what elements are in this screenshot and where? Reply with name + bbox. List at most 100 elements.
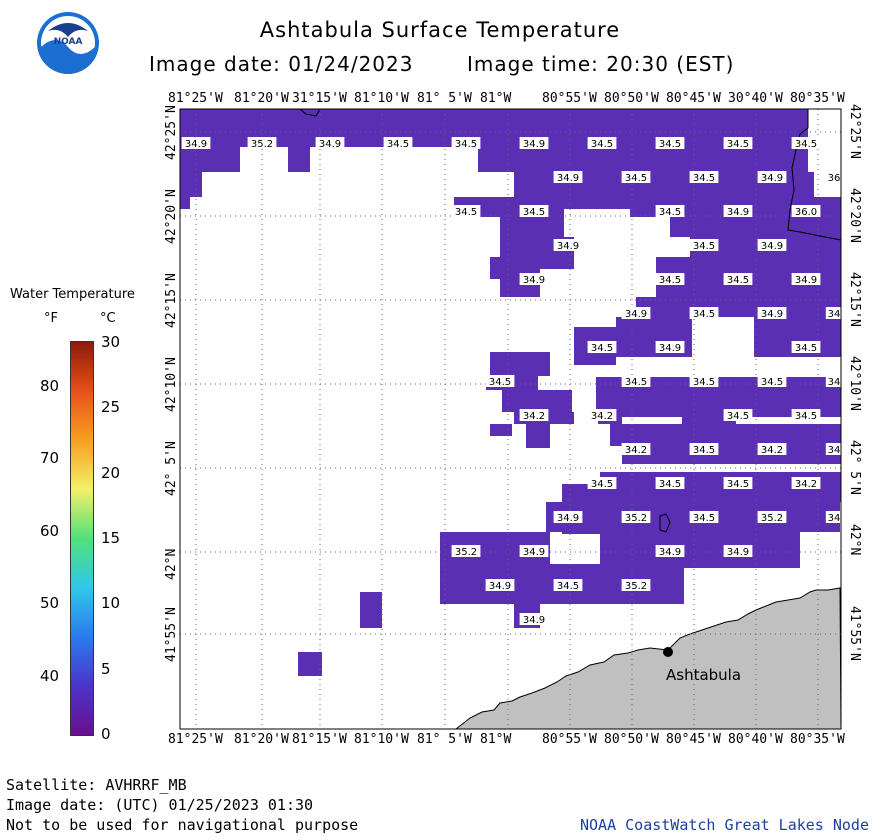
- temperature-label-bg: [791, 477, 821, 489]
- latitude-label: 42° 5'N: [847, 440, 862, 495]
- temperature-label-bg: [723, 409, 753, 421]
- longitude-label: 81°10'W: [354, 91, 409, 106]
- shoreline-north: [299, 108, 321, 117]
- water-cell: [288, 147, 310, 172]
- longitude-label: 30°40'W: [728, 91, 783, 106]
- temperature-label-bg: [655, 477, 685, 489]
- temperature-label: 34.5: [727, 275, 749, 286]
- temperature-label: 34.9: [659, 547, 681, 558]
- water-cell: [610, 424, 841, 446]
- temperature-label-bg: [757, 375, 787, 387]
- temperature-label-bg: [519, 137, 549, 149]
- water-cell: [682, 412, 736, 424]
- temperature-label: 34.5: [727, 411, 749, 422]
- temperature-label-bg: [553, 579, 583, 591]
- legend-tick-fahrenheit: 50: [40, 594, 60, 613]
- legend-tick-fahrenheit: 40: [40, 666, 60, 685]
- temperature-label-bg: [689, 307, 719, 319]
- temperature-label: 34.5: [659, 275, 681, 286]
- temperature-label-bg: [757, 511, 787, 523]
- water-cell: [670, 217, 810, 237]
- temperature-label-bg: [825, 375, 843, 387]
- temperature-label: 34.9: [761, 241, 783, 252]
- legend-tick-celsius: 30: [101, 333, 121, 351]
- temperature-label-bg: [757, 239, 787, 251]
- city-marker-icon: [663, 647, 673, 657]
- temperature-label-bg: [825, 511, 843, 523]
- page-title: Ashtabula Surface Temperature: [259, 18, 621, 42]
- legend-colorbar: [70, 341, 94, 736]
- longitude-label: 31°15'W: [292, 91, 347, 106]
- disclaimer: Not to be used for navigational purpose: [6, 816, 359, 834]
- graticule: [180, 109, 841, 729]
- longitude-label: 81°15'W: [292, 732, 347, 747]
- longitude-label: 80°50'W: [604, 91, 659, 106]
- temperature-label-bg: [621, 511, 651, 523]
- temperature-label-bg: [723, 205, 753, 217]
- longitude-label: 80°50'W: [604, 732, 659, 747]
- temperature-label-bg: [485, 375, 515, 387]
- temperature-label: 34.5: [387, 139, 409, 150]
- legend-title: Water Temperature: [10, 287, 135, 302]
- longitude-label: 80°45'W: [666, 732, 721, 747]
- water-cell: [636, 297, 841, 317]
- temperature-label-bg: [553, 171, 583, 183]
- temperature-label: 34.9: [489, 581, 511, 592]
- temperature-label-bg: [689, 443, 719, 455]
- temperature-label: 34.9: [557, 241, 579, 252]
- temperature-label-bg: [655, 273, 685, 285]
- temperature-label-bg: [485, 579, 515, 591]
- water-cell: [180, 147, 240, 172]
- temperature-label-bg: [383, 137, 413, 149]
- longitude-label: 80°55'W: [542, 91, 597, 106]
- temperature-label-bg: [689, 511, 719, 523]
- longitude-label: 80°40'W: [728, 732, 783, 747]
- logo-text: NOAA: [54, 37, 83, 47]
- temperature-label: 34.5: [693, 309, 715, 320]
- temperature-label: 34.5: [591, 479, 613, 490]
- temperature-label-bg: [655, 341, 685, 353]
- legend-unit-c: °C: [100, 311, 116, 326]
- water-cell: [478, 147, 808, 172]
- longitude-label: 81°20'W: [234, 732, 289, 747]
- latitude-label: 42°15'N: [164, 273, 179, 328]
- temperature-label: 34.5: [455, 207, 477, 218]
- temperature-label: 34.9: [523, 547, 545, 558]
- temperature-label-bg: [451, 545, 481, 557]
- temperature-label-bg: [587, 137, 617, 149]
- latitude-label: 42°10'N: [847, 356, 862, 411]
- latitude-label: 41°55'N: [164, 607, 179, 662]
- legend-unit-f: °F: [44, 311, 58, 326]
- temperature-label: 34.5: [625, 377, 647, 388]
- temperature-label-bg: [621, 307, 651, 319]
- temperature-label: 34.5: [693, 377, 715, 388]
- temperature-label-bg: [519, 613, 549, 625]
- utc-date: Image date: (UTC) 01/25/2023 01:30: [6, 796, 314, 814]
- temperature-label-bg: [689, 171, 719, 183]
- longitude-label: 81°25'W: [168, 91, 223, 106]
- temperature-label: 34.5: [591, 343, 613, 354]
- temperature-label: 34.5: [727, 479, 749, 490]
- temperature-label-bg: [723, 477, 753, 489]
- latitude-label: 42° 5'N: [164, 441, 179, 496]
- temperature-label: 34.9: [523, 275, 545, 286]
- temperature-label: 34.2: [591, 411, 613, 422]
- temperature-label-bg: [689, 375, 719, 387]
- temperature-label: 34: [828, 513, 841, 524]
- longitude-label: 81°10'W: [354, 732, 409, 747]
- water-cell: [600, 532, 800, 568]
- state-boundary: [787, 109, 842, 241]
- longitude-label: 81°W: [480, 91, 512, 106]
- legend-tick-fahrenheit: 70: [40, 449, 60, 468]
- temperature-label-bg: [791, 137, 821, 149]
- temperature-label: 34.9: [319, 139, 341, 150]
- temperature-label: 34.9: [761, 309, 783, 320]
- water-cell: [180, 172, 202, 197]
- water-cell: [526, 424, 550, 448]
- temperature-label: 34.2: [761, 445, 783, 456]
- image-date: Image date: 01/24/2023: [149, 52, 414, 76]
- temperature-label: 34.5: [659, 139, 681, 150]
- temperature-label: 34.5: [795, 343, 817, 354]
- temperature-label-bg: [553, 511, 583, 523]
- temperature-label-bg: [451, 205, 481, 217]
